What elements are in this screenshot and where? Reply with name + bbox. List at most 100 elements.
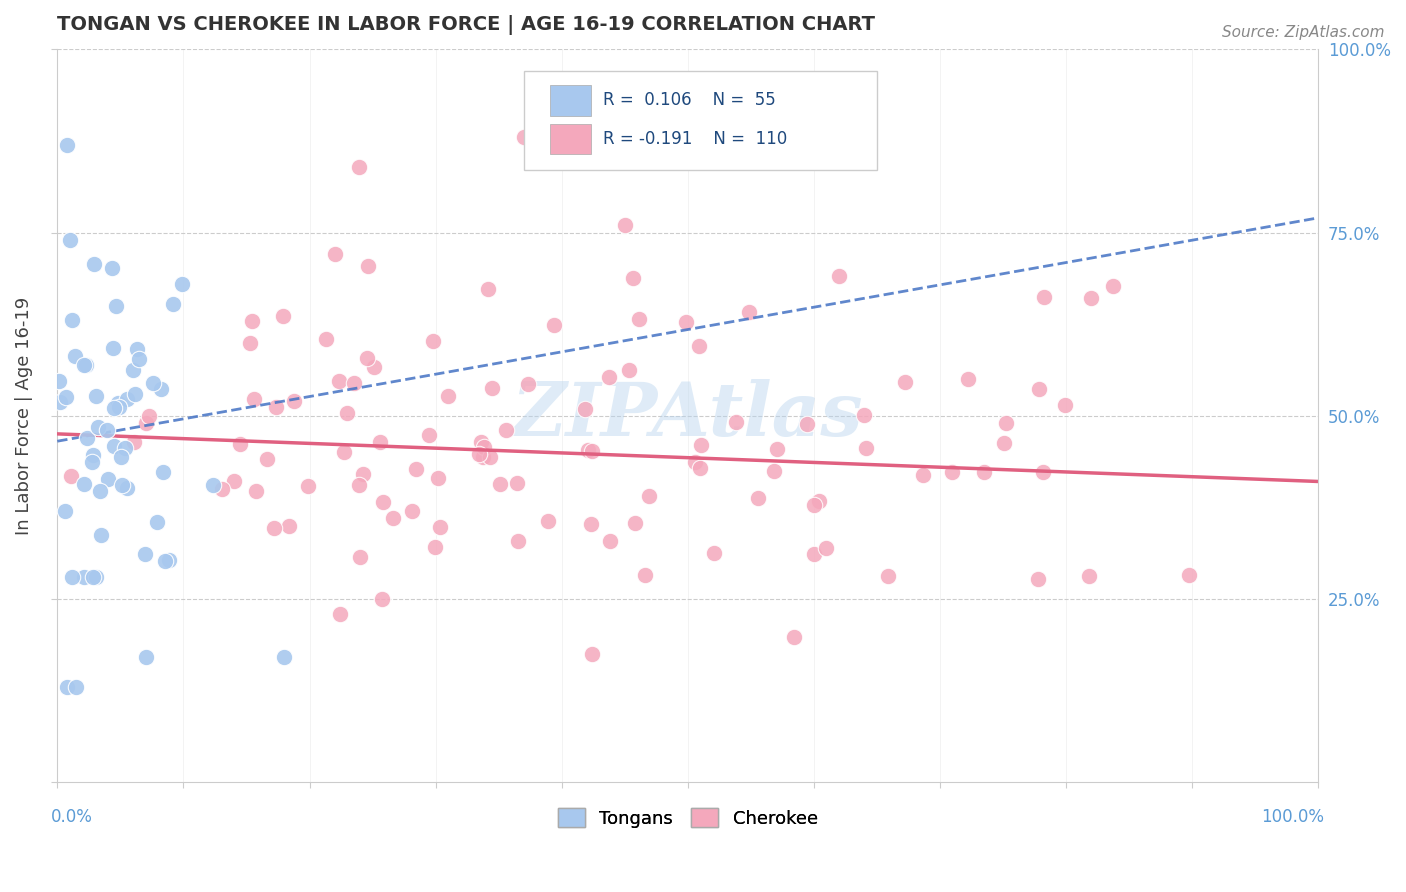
Point: [55, 390, 77, 404]
Point: [110, 450, 132, 465]
Point: [852, 408, 875, 422]
Text: ZIPAtlas: ZIPAtlas: [512, 379, 863, 452]
Point: [911, 468, 934, 483]
Point: [349, 550, 371, 565]
Point: [477, 282, 499, 296]
Point: [574, 402, 596, 417]
Point: [1177, 567, 1199, 582]
Point: [371, 591, 394, 606]
Point: [423, 540, 446, 554]
Point: [581, 444, 603, 458]
Point: [472, 450, 495, 465]
Point: [368, 435, 391, 450]
Point: [356, 351, 378, 366]
Point: [273, 650, 295, 665]
Point: [474, 440, 496, 454]
Text: Source: ZipAtlas.com: Source: ZipAtlas.com: [1222, 25, 1385, 40]
Point: [128, 352, 150, 367]
Point: [65, 349, 87, 363]
Point: [336, 406, 359, 420]
Point: [117, 392, 139, 406]
Point: [349, 160, 371, 174]
Point: [245, 483, 267, 498]
Point: [84, 389, 107, 403]
Point: [84, 569, 107, 583]
Point: [162, 296, 184, 310]
Point: [973, 466, 995, 480]
Point: [993, 435, 1015, 450]
Point: [240, 314, 263, 328]
Point: [97, 472, 120, 486]
Point: [96, 423, 118, 437]
Point: [689, 460, 711, 475]
Point: [599, 534, 621, 549]
Point: [142, 376, 165, 390]
Point: [766, 442, 789, 456]
Point: [271, 310, 294, 324]
Point: [536, 514, 558, 528]
Point: [796, 417, 818, 431]
Point: [803, 498, 825, 512]
FancyBboxPatch shape: [550, 85, 591, 116]
Point: [624, 516, 647, 530]
Point: [152, 465, 174, 479]
Point: [422, 334, 444, 348]
Point: [278, 519, 301, 533]
Point: [59, 233, 82, 247]
Point: [941, 465, 963, 479]
Point: [101, 261, 124, 276]
FancyBboxPatch shape: [550, 124, 591, 154]
Point: [228, 437, 250, 451]
Point: [224, 474, 246, 488]
Point: [329, 607, 352, 622]
Point: [894, 375, 917, 389]
Point: [725, 415, 748, 429]
Point: [814, 541, 837, 555]
Point: [357, 259, 380, 273]
Text: TONGAN VS CHEROKEE IN LABOR FORCE | AGE 16-19 CORRELATION CHART: TONGAN VS CHEROKEE IN LABOR FORCE | AGE …: [58, 15, 876, 35]
Point: [243, 392, 266, 406]
Point: [53, 504, 76, 518]
Point: [478, 450, 501, 465]
Point: [72, 476, 94, 491]
Point: [73, 358, 96, 372]
Point: [382, 511, 405, 525]
Point: [83, 258, 105, 272]
Point: [995, 416, 1018, 430]
Point: [155, 554, 177, 568]
Point: [103, 439, 125, 453]
Point: [103, 401, 125, 415]
Point: [371, 495, 394, 509]
Legend: Tongans, Cherokee: Tongans, Cherokee: [551, 801, 825, 835]
Point: [613, 218, 636, 232]
Point: [1054, 398, 1077, 412]
Text: R =  0.106    N =  55: R = 0.106 N = 55: [603, 91, 776, 109]
Point: [149, 382, 172, 396]
Point: [803, 547, 825, 561]
Point: [135, 416, 157, 430]
Point: [323, 247, 346, 261]
Point: [581, 647, 603, 661]
Point: [495, 423, 517, 437]
Point: [543, 318, 565, 332]
Point: [747, 491, 769, 505]
Point: [505, 475, 527, 490]
Point: [634, 568, 657, 582]
Point: [876, 568, 898, 582]
Point: [481, 381, 503, 395]
Point: [82, 569, 104, 583]
Point: [343, 376, 366, 390]
Point: [110, 478, 132, 492]
Point: [1033, 290, 1056, 304]
Point: [703, 546, 725, 560]
Point: [134, 548, 156, 562]
Point: [211, 482, 233, 496]
Point: [683, 455, 706, 469]
Point: [401, 504, 423, 518]
Text: R = -0.191    N =  110: R = -0.191 N = 110: [603, 130, 787, 148]
Point: [256, 452, 278, 467]
Point: [49, 394, 72, 409]
Point: [617, 363, 640, 377]
Point: [264, 400, 287, 414]
Point: [87, 420, 110, 434]
